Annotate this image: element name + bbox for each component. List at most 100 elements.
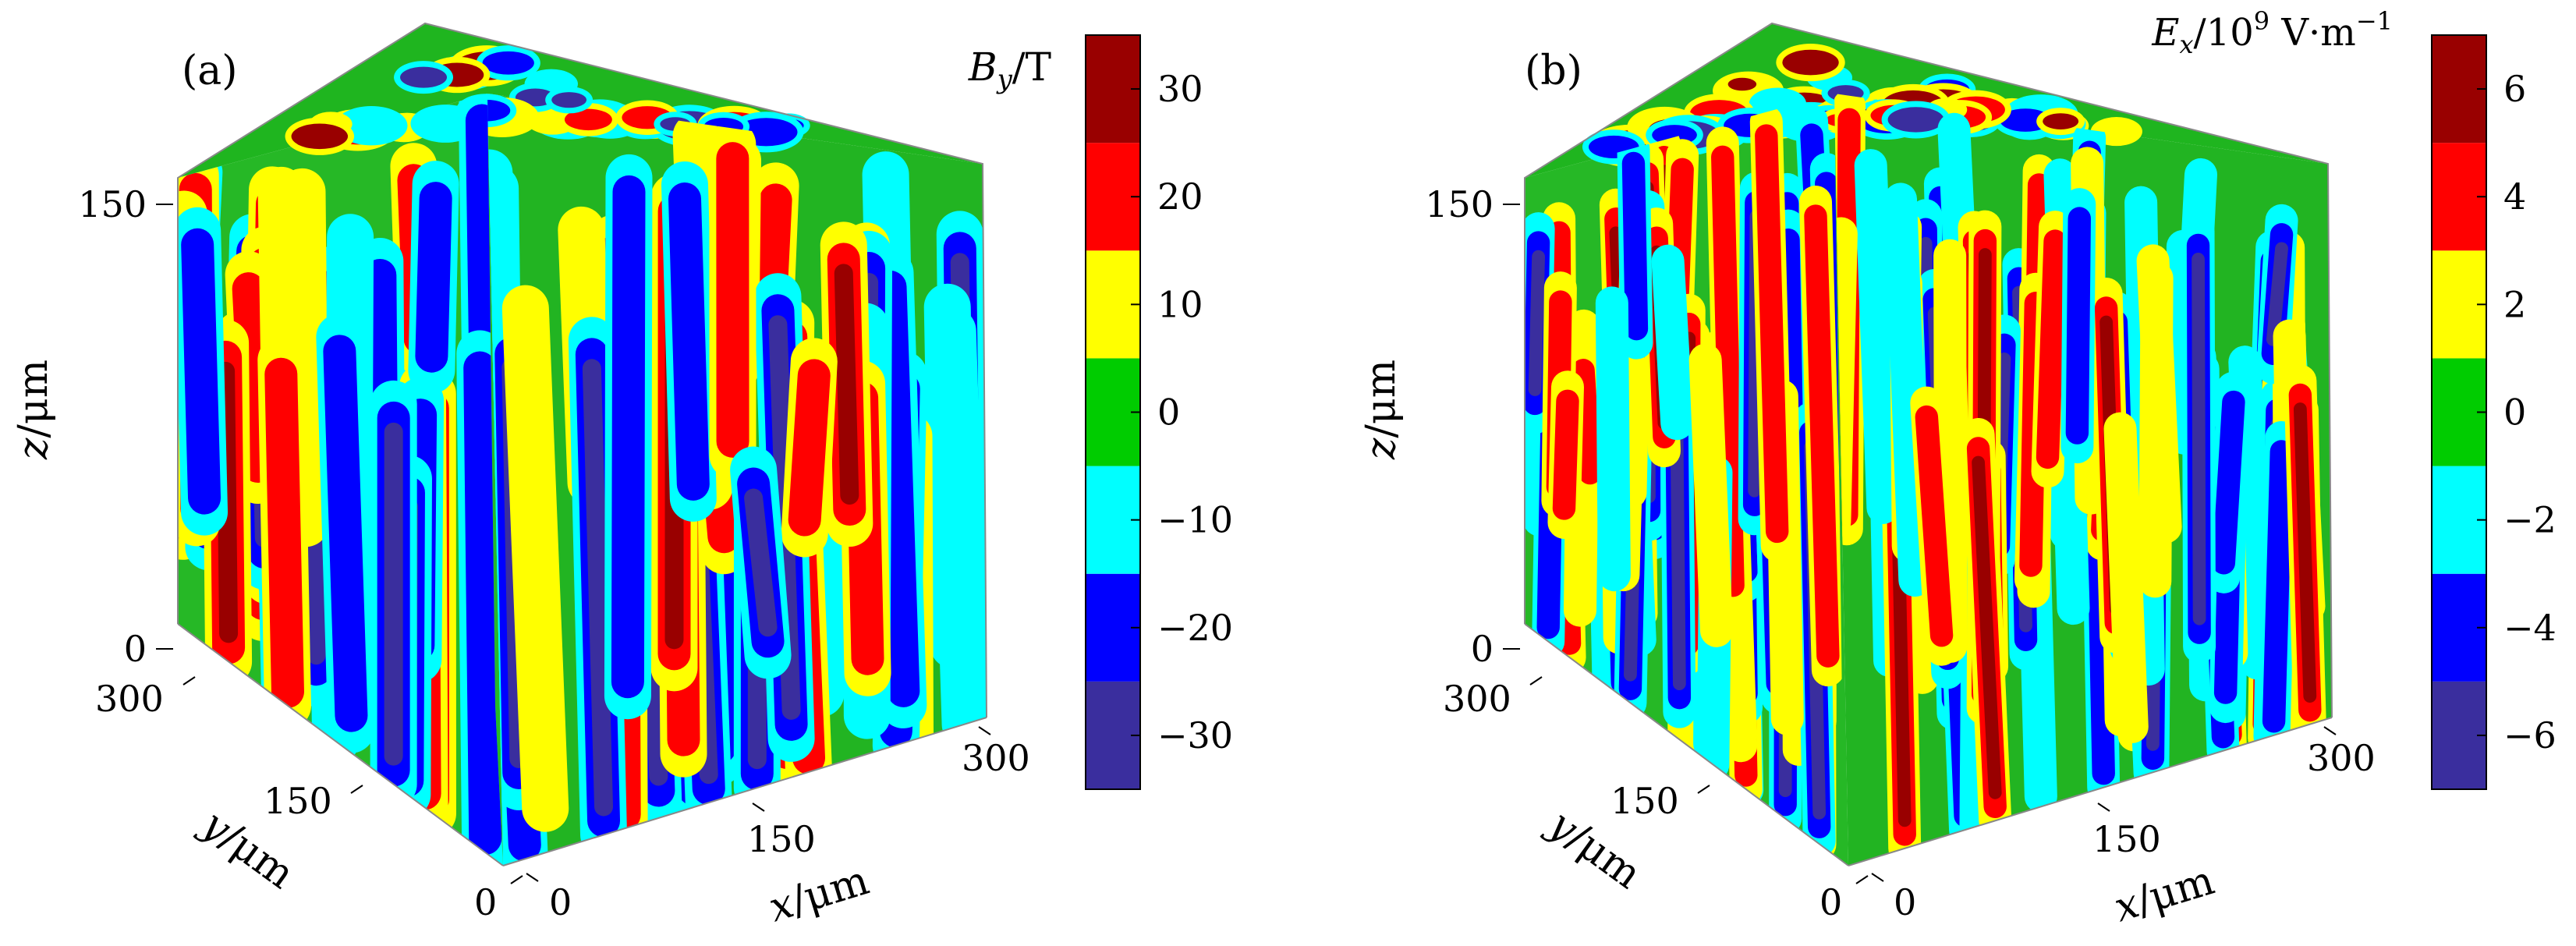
field-lobe [1854,149,1900,524]
field-lobe [501,285,569,832]
colorbar-tick-label: 4 [2503,175,2526,218]
field-lobe [1621,151,1649,341]
field-lobe [668,182,710,501]
x-axis-label: x/μm [764,857,874,931]
field-lobe [1552,389,1579,520]
panel-label: (b) [1525,48,1582,94]
colorbar-title: Ex/109 V·m−1 [2151,6,2393,59]
field-lobe [463,351,502,856]
field-lobe [2096,122,2136,140]
field-lobe [1972,455,2002,799]
y-tick-label: 300 [1443,678,1511,720]
field-lobe [1651,244,1694,441]
colorbar-tick-label: 2 [2503,283,2526,325]
x-tick-label: 300 [2307,737,2376,779]
z-axis: 150 0 z/μm [10,183,173,670]
y-tick-label: 300 [95,678,164,720]
colorbar-tick-label: 0 [1157,392,1180,434]
z-axis: 150 0 z/μm [1358,183,1520,670]
field-lobe [551,92,587,108]
field-lobe [1670,413,1686,691]
field-lobe [400,66,448,88]
field-lobe [1883,182,1932,597]
colorbar-tick-label: 10 [1157,283,1203,325]
y-tick [1855,875,1869,884]
field-lobe [1755,124,1789,544]
x-axis-label: x/μm [2109,857,2220,931]
volume-render-a [178,23,987,866]
x-tick [2323,726,2337,735]
field-lobe [2192,252,2206,625]
colorbar-tick-label: −6 [2503,714,2557,756]
field-lobe [341,112,402,140]
field-lobe [415,182,452,373]
y-tick-label: 0 [474,881,497,923]
field-lobe [482,51,534,75]
y-tick-label: 0 [1819,881,1842,923]
right-face-stripes [1834,94,2326,865]
field-lobe [181,228,221,515]
colorbar-tick-label: −2 [2503,499,2557,541]
z-tick-label: 0 [1471,628,1494,670]
colorbar-tick-label: −20 [1157,607,1233,649]
panel-b: (b) 150 0 z/μm 300 150 0 y/μm 0 150 300 … [1358,6,2557,931]
field-lobe [873,270,920,707]
field-lobe [834,264,859,505]
colorbar-tick-label: −10 [1157,499,1233,541]
colorbar-ticks: 30 20 10 0 −10 −20 −30 [1131,68,1233,756]
left-face-stripes [178,94,503,866]
field-lobe [2138,261,2174,598]
field-lobe [564,108,612,131]
x-tick [978,726,991,735]
x-tick [752,803,765,812]
colorbar-a: 30 20 10 0 −10 −20 −30 By/T [968,34,1233,790]
field-lobe [744,488,778,637]
z-axis-label: z/μm [1358,360,1405,460]
z-axis-label: z/μm [10,360,57,460]
colorbar-title: By/T [968,44,1051,95]
y-tick [510,875,523,884]
z-tick-label: 150 [1425,183,1494,225]
x-tick [526,873,539,882]
colorbar-b: 6 4 2 0 −2 −4 −6 Ex/109 V·m−1 [2151,6,2557,790]
field-lobe [788,359,831,537]
panel-a: (a) 150 0 z/μm 300 150 0 y/μm 0 150 300 … [10,22,1233,931]
field-lobe [291,123,349,150]
y-tick [182,676,196,686]
field-lobe [1804,204,1840,668]
field-lobe [264,357,304,708]
z-tick-label: 0 [124,628,147,670]
field-lobe [1727,77,1757,91]
field-lobe [611,175,646,699]
colorbar-tick-label: −4 [2503,607,2557,649]
bounding-box-b [1524,22,2333,866]
field-lobe [2065,207,2091,445]
field-lobe [323,335,368,732]
field-lobe [1782,49,1839,76]
field-lobe [1528,250,1546,396]
field-lobe [2212,390,2245,575]
field-lobe [1688,343,1733,647]
y-tick-label: 150 [1610,780,1679,822]
field-lobe [232,272,275,483]
z-tick-label: 150 [78,183,147,225]
colorbar-tick-label: 20 [1157,175,1203,218]
field-lobe [1571,359,1602,485]
x-tick-label: 0 [549,881,572,923]
colorbar-tick-label: −30 [1157,714,1233,756]
colorbar-tick-label: 30 [1157,68,1203,110]
field-lobe [2043,113,2079,129]
x-tick-label: 0 [1894,881,1916,923]
colorbar-tick-label: 6 [2503,68,2526,110]
volume-render-b [1525,23,2332,866]
left-face-stripes [1525,105,1848,861]
field-lobe [2266,242,2288,346]
x-tick [1871,873,1884,882]
colorbar-tick-label: 0 [2503,392,2526,434]
x-tick [2097,803,2110,812]
field-lobe [929,307,987,748]
field-lobe [2262,440,2294,733]
bounding-box-a [177,22,987,866]
field-lobe [1595,286,1631,592]
